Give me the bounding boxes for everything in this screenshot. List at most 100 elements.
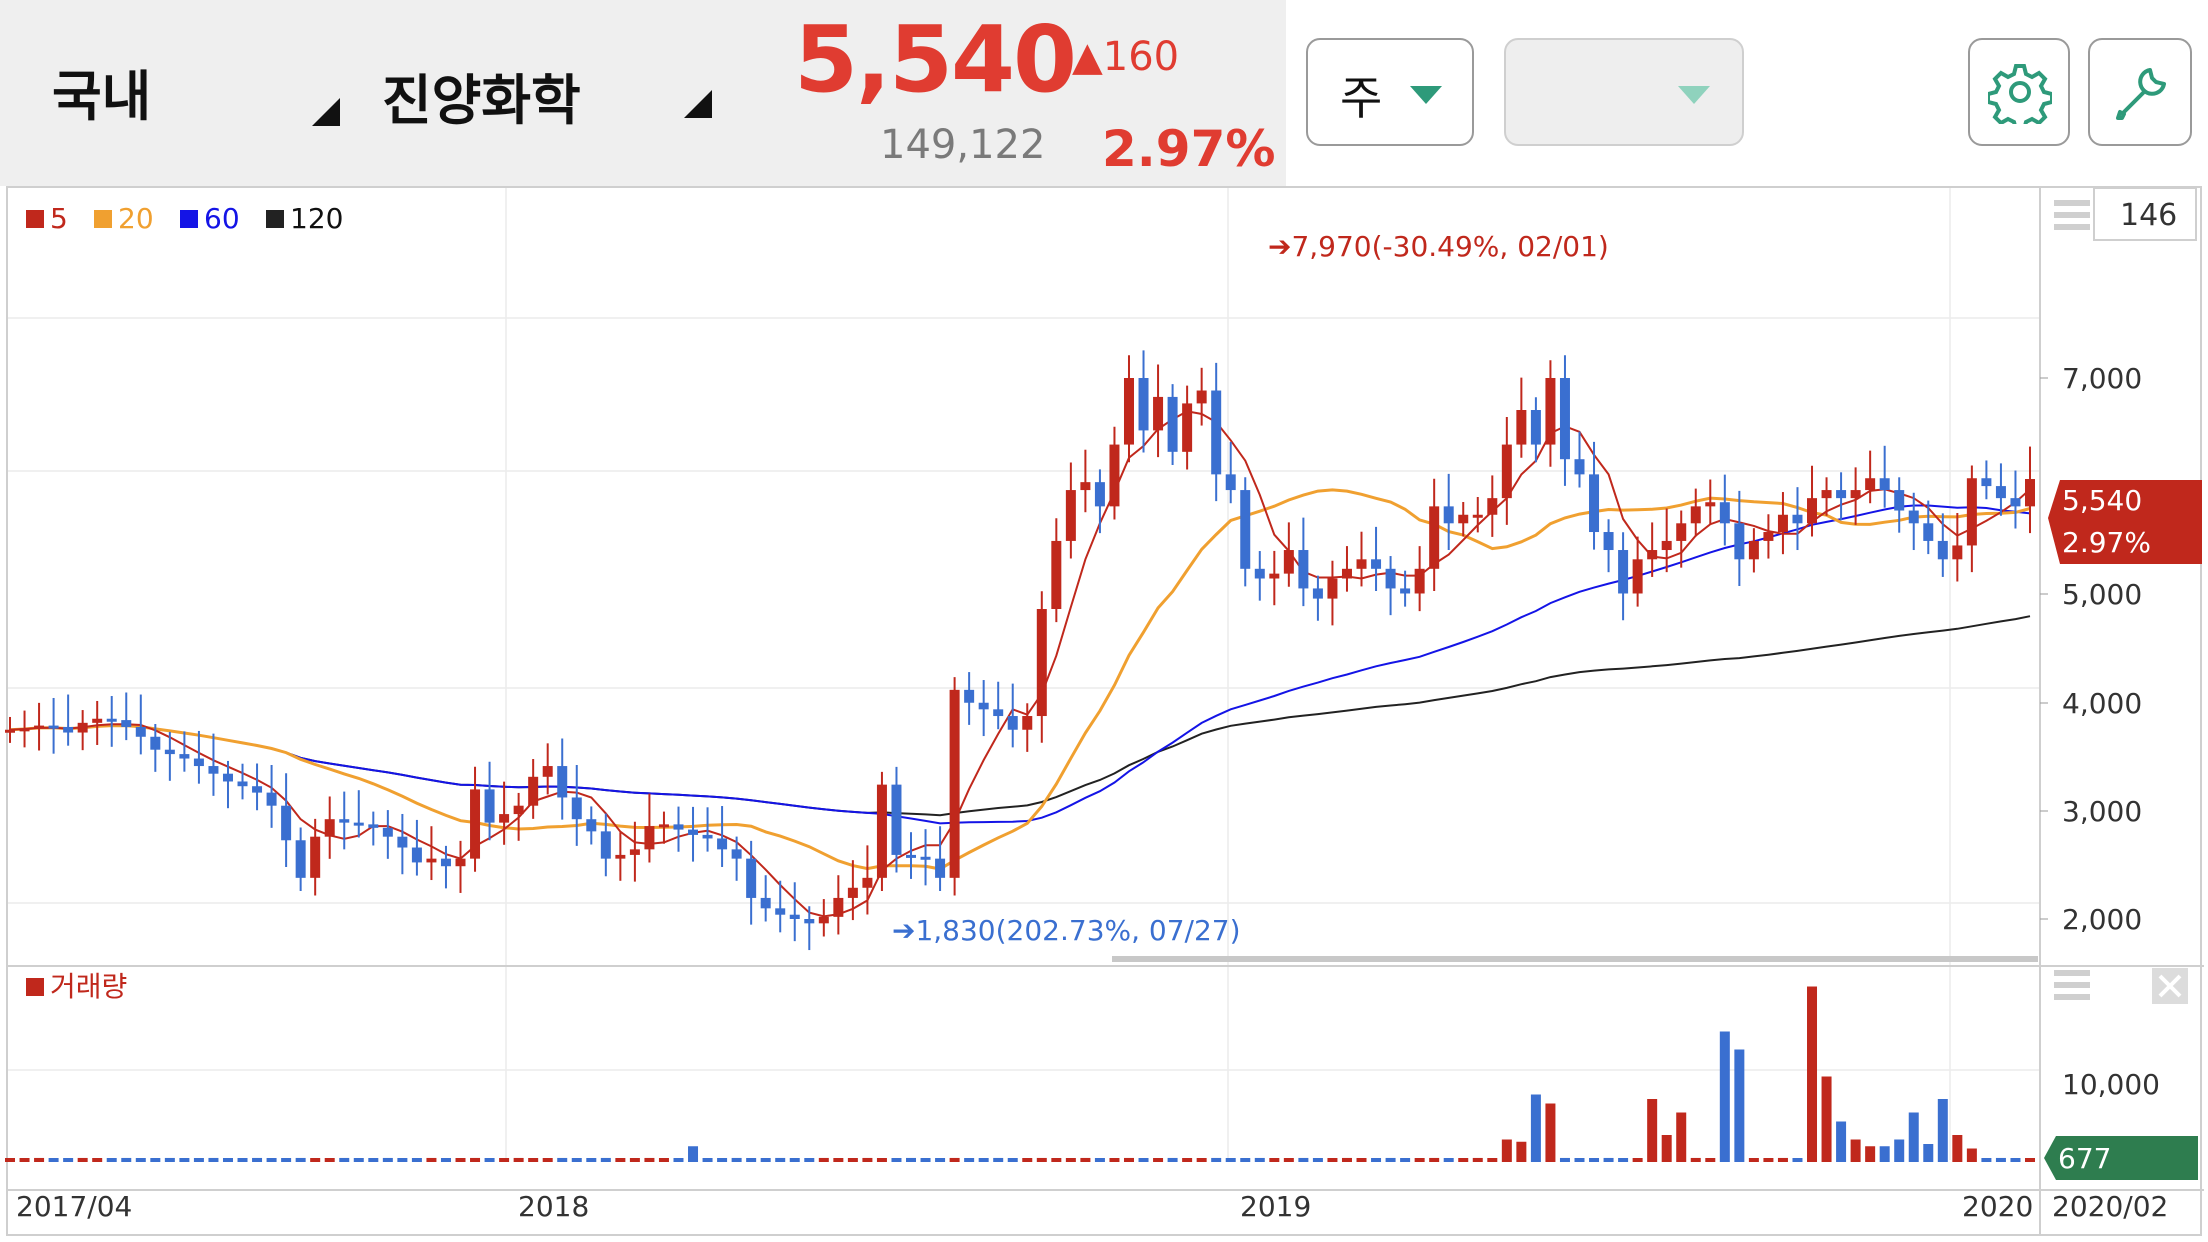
candle-body [382, 827, 393, 837]
date-label: 2019 [1240, 1190, 1311, 1223]
candle-body [2025, 479, 2035, 507]
volume-bar [2025, 1158, 2035, 1162]
candle-body [1356, 559, 1367, 569]
volume-bar [455, 1158, 466, 1162]
candle-body [34, 725, 45, 729]
candle-count-box[interactable]: 146 [2093, 187, 2197, 241]
volume-bar [1356, 1158, 1367, 1162]
volume-bar [789, 1158, 800, 1162]
candle-body [164, 749, 175, 755]
volume-bar [847, 1158, 858, 1162]
candle-body [1981, 478, 1992, 487]
candle-body [121, 720, 132, 727]
candle-body [1647, 550, 1658, 560]
stock-dropdown-icon[interactable] [684, 90, 712, 118]
candle-body [1080, 482, 1091, 491]
current-pct-tag-value: 2.97% [2062, 526, 2151, 559]
candle-body [862, 877, 873, 888]
candle-body [1516, 410, 1527, 445]
market-selector[interactable]: 국내 [52, 52, 151, 131]
settings-button[interactable] [1968, 38, 2070, 146]
volume-bar [121, 1157, 132, 1162]
volume-bar [557, 1157, 568, 1162]
volume-bar [615, 1158, 626, 1162]
candle-body [1007, 716, 1018, 730]
volume-bar [1123, 1157, 1134, 1162]
volume-bar [237, 1158, 248, 1162]
ma-legend-swatch [94, 210, 112, 228]
volume-bar [702, 1158, 713, 1162]
ma-legend-label: 5 [50, 202, 68, 235]
candle-body [935, 858, 946, 878]
volume-bar [1051, 1158, 1062, 1162]
volume-bar [1254, 1157, 1265, 1162]
volume-bar [1225, 1158, 1236, 1162]
candle-body [1632, 559, 1643, 594]
candle-body [1283, 550, 1294, 574]
candle-body [513, 805, 524, 815]
candle-body [339, 819, 350, 823]
volume-bar [1734, 1049, 1745, 1162]
volume-bar [440, 1158, 451, 1162]
volume-bar [935, 1158, 946, 1162]
volume-bar [993, 1157, 1004, 1162]
candle-body [891, 784, 902, 855]
candle-count: 146 [2120, 198, 2177, 233]
candle-body [586, 819, 597, 832]
price-tick-label: 4,000 [2062, 687, 2142, 720]
candle-body [906, 854, 917, 858]
volume-bar [1879, 1146, 1890, 1162]
volume-bar [1850, 1139, 1861, 1162]
candle-body [19, 728, 30, 732]
date-label: 2020 [1962, 1190, 2033, 1223]
volume-legend-label: 거래량 [50, 970, 127, 1003]
candle-body [440, 858, 451, 867]
volume-bar [1981, 1158, 1992, 1162]
price-pane-menu-icon[interactable] [2054, 200, 2090, 230]
ma-legend-label: 20 [118, 202, 154, 235]
candle-body [1196, 390, 1207, 404]
candle-body [1719, 502, 1730, 524]
volume-bar [106, 1158, 117, 1162]
price-tick-label: 5,000 [2062, 578, 2142, 611]
volume-bar [1748, 1158, 1759, 1162]
volume-bar [1705, 1158, 1716, 1162]
date-label: 2020/02 [2052, 1190, 2168, 1223]
volume-legend-swatch [26, 978, 44, 996]
close-volume-pane-icon[interactable] [2152, 968, 2188, 1004]
ma-legend-label: 120 [290, 202, 343, 235]
volume-bar [775, 1157, 786, 1162]
candle-body [1254, 568, 1265, 579]
quote-panel [0, 0, 1286, 186]
candle-body [426, 858, 437, 863]
period-dropdown-icon [1410, 86, 1442, 104]
volume-bar [1036, 1157, 1047, 1162]
tools-button[interactable] [2088, 38, 2192, 146]
volume-bar [1894, 1139, 1905, 1162]
candle-body [63, 726, 74, 733]
candle-body [1923, 523, 1934, 541]
candle-body [600, 831, 611, 859]
candle-body [1807, 498, 1818, 524]
candle-body [1225, 474, 1236, 491]
volume-bar [1240, 1158, 1251, 1162]
volume-bar [193, 1158, 204, 1162]
stock-selector[interactable]: 진양화학 [382, 56, 581, 135]
indicator-select[interactable] [1504, 38, 1744, 146]
candle-body [455, 858, 466, 867]
volume-bar [1022, 1158, 1033, 1162]
chart-scrollbar[interactable] [1112, 956, 2038, 962]
volume-pane-menu-icon[interactable] [2054, 970, 2090, 1000]
candle-body [1763, 532, 1774, 541]
period-select[interactable]: 주 [1306, 38, 1474, 146]
candle-body [1123, 378, 1134, 445]
volume-bar [34, 1157, 45, 1162]
candle-body [746, 858, 757, 898]
volume-bar [600, 1157, 611, 1162]
volume-bar [135, 1158, 146, 1162]
gear-icon [1988, 64, 2052, 124]
volume-bar [1618, 1158, 1629, 1162]
market-dropdown-icon[interactable] [312, 98, 340, 126]
candle-body [1341, 568, 1352, 579]
